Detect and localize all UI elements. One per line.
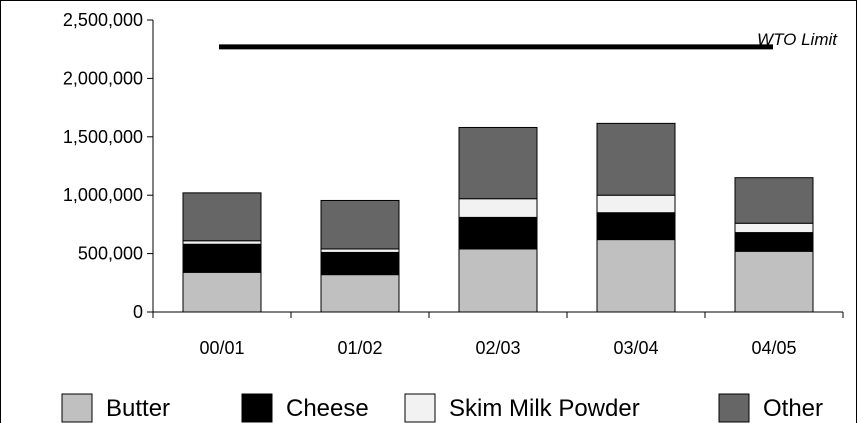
- legend-label: Butter: [106, 395, 170, 422]
- bar-segment-skim-milk-powder: [596, 194, 676, 214]
- legend-swatch: [404, 393, 436, 423]
- bar-segment-butter: [458, 248, 538, 313]
- y-tick-label: 500,000: [78, 244, 143, 264]
- y-tick-label: 1,000,000: [63, 185, 143, 205]
- bar-segment-skim-milk-powder: [734, 222, 814, 234]
- bar-segment-other: [596, 122, 676, 196]
- bar-segment-cheese: [182, 243, 262, 273]
- bar-segment-other: [182, 192, 262, 242]
- bar-segment-other: [320, 199, 400, 250]
- bar-segment-butter: [596, 239, 676, 313]
- bar-segment-cheese: [734, 232, 814, 252]
- legend-swatch: [718, 393, 750, 423]
- x-tick-label: 04/05: [751, 338, 796, 358]
- legend-swatch: [241, 393, 273, 423]
- y-tick-label: 1,500,000: [63, 127, 143, 147]
- x-tick-label: 01/02: [337, 338, 382, 358]
- legend-label: Cheese: [286, 395, 369, 422]
- x-tick-label: 03/04: [613, 338, 658, 358]
- plot-area: 0 500,000 1,000,000 1,500,000 2,000,000 2,500…: [63, 10, 844, 358]
- y-tick-label: 2,000,000: [63, 68, 143, 88]
- bar-segment-butter: [182, 271, 262, 313]
- bar-segment-other: [734, 177, 814, 224]
- legend: Butter Cheese Skim Milk Powder Other: [61, 393, 823, 423]
- bar-segment-cheese: [596, 212, 676, 241]
- legend-swatch: [61, 393, 93, 423]
- bar-segment-cheese: [458, 216, 538, 250]
- x-tick-label: 00/01: [199, 338, 244, 358]
- bar-segment-butter: [320, 274, 400, 313]
- bar-segment-cheese: [320, 251, 400, 276]
- y-tick-label: 2,500,000: [63, 10, 143, 30]
- bar-segment-skim-milk-powder: [320, 248, 400, 253]
- legend-label: Skim Milk Powder: [449, 395, 640, 422]
- bar-segment-skim-milk-powder: [182, 240, 262, 245]
- bar-segment-skim-milk-powder: [458, 198, 538, 218]
- legend-label: Other: [763, 395, 823, 422]
- y-tick-label: 0: [133, 302, 143, 322]
- bar-segment-butter: [734, 250, 814, 313]
- reference-line-label: WTO Limit: [757, 30, 838, 49]
- bar-segment-other: [458, 126, 538, 200]
- x-tick-label: 02/03: [475, 338, 520, 358]
